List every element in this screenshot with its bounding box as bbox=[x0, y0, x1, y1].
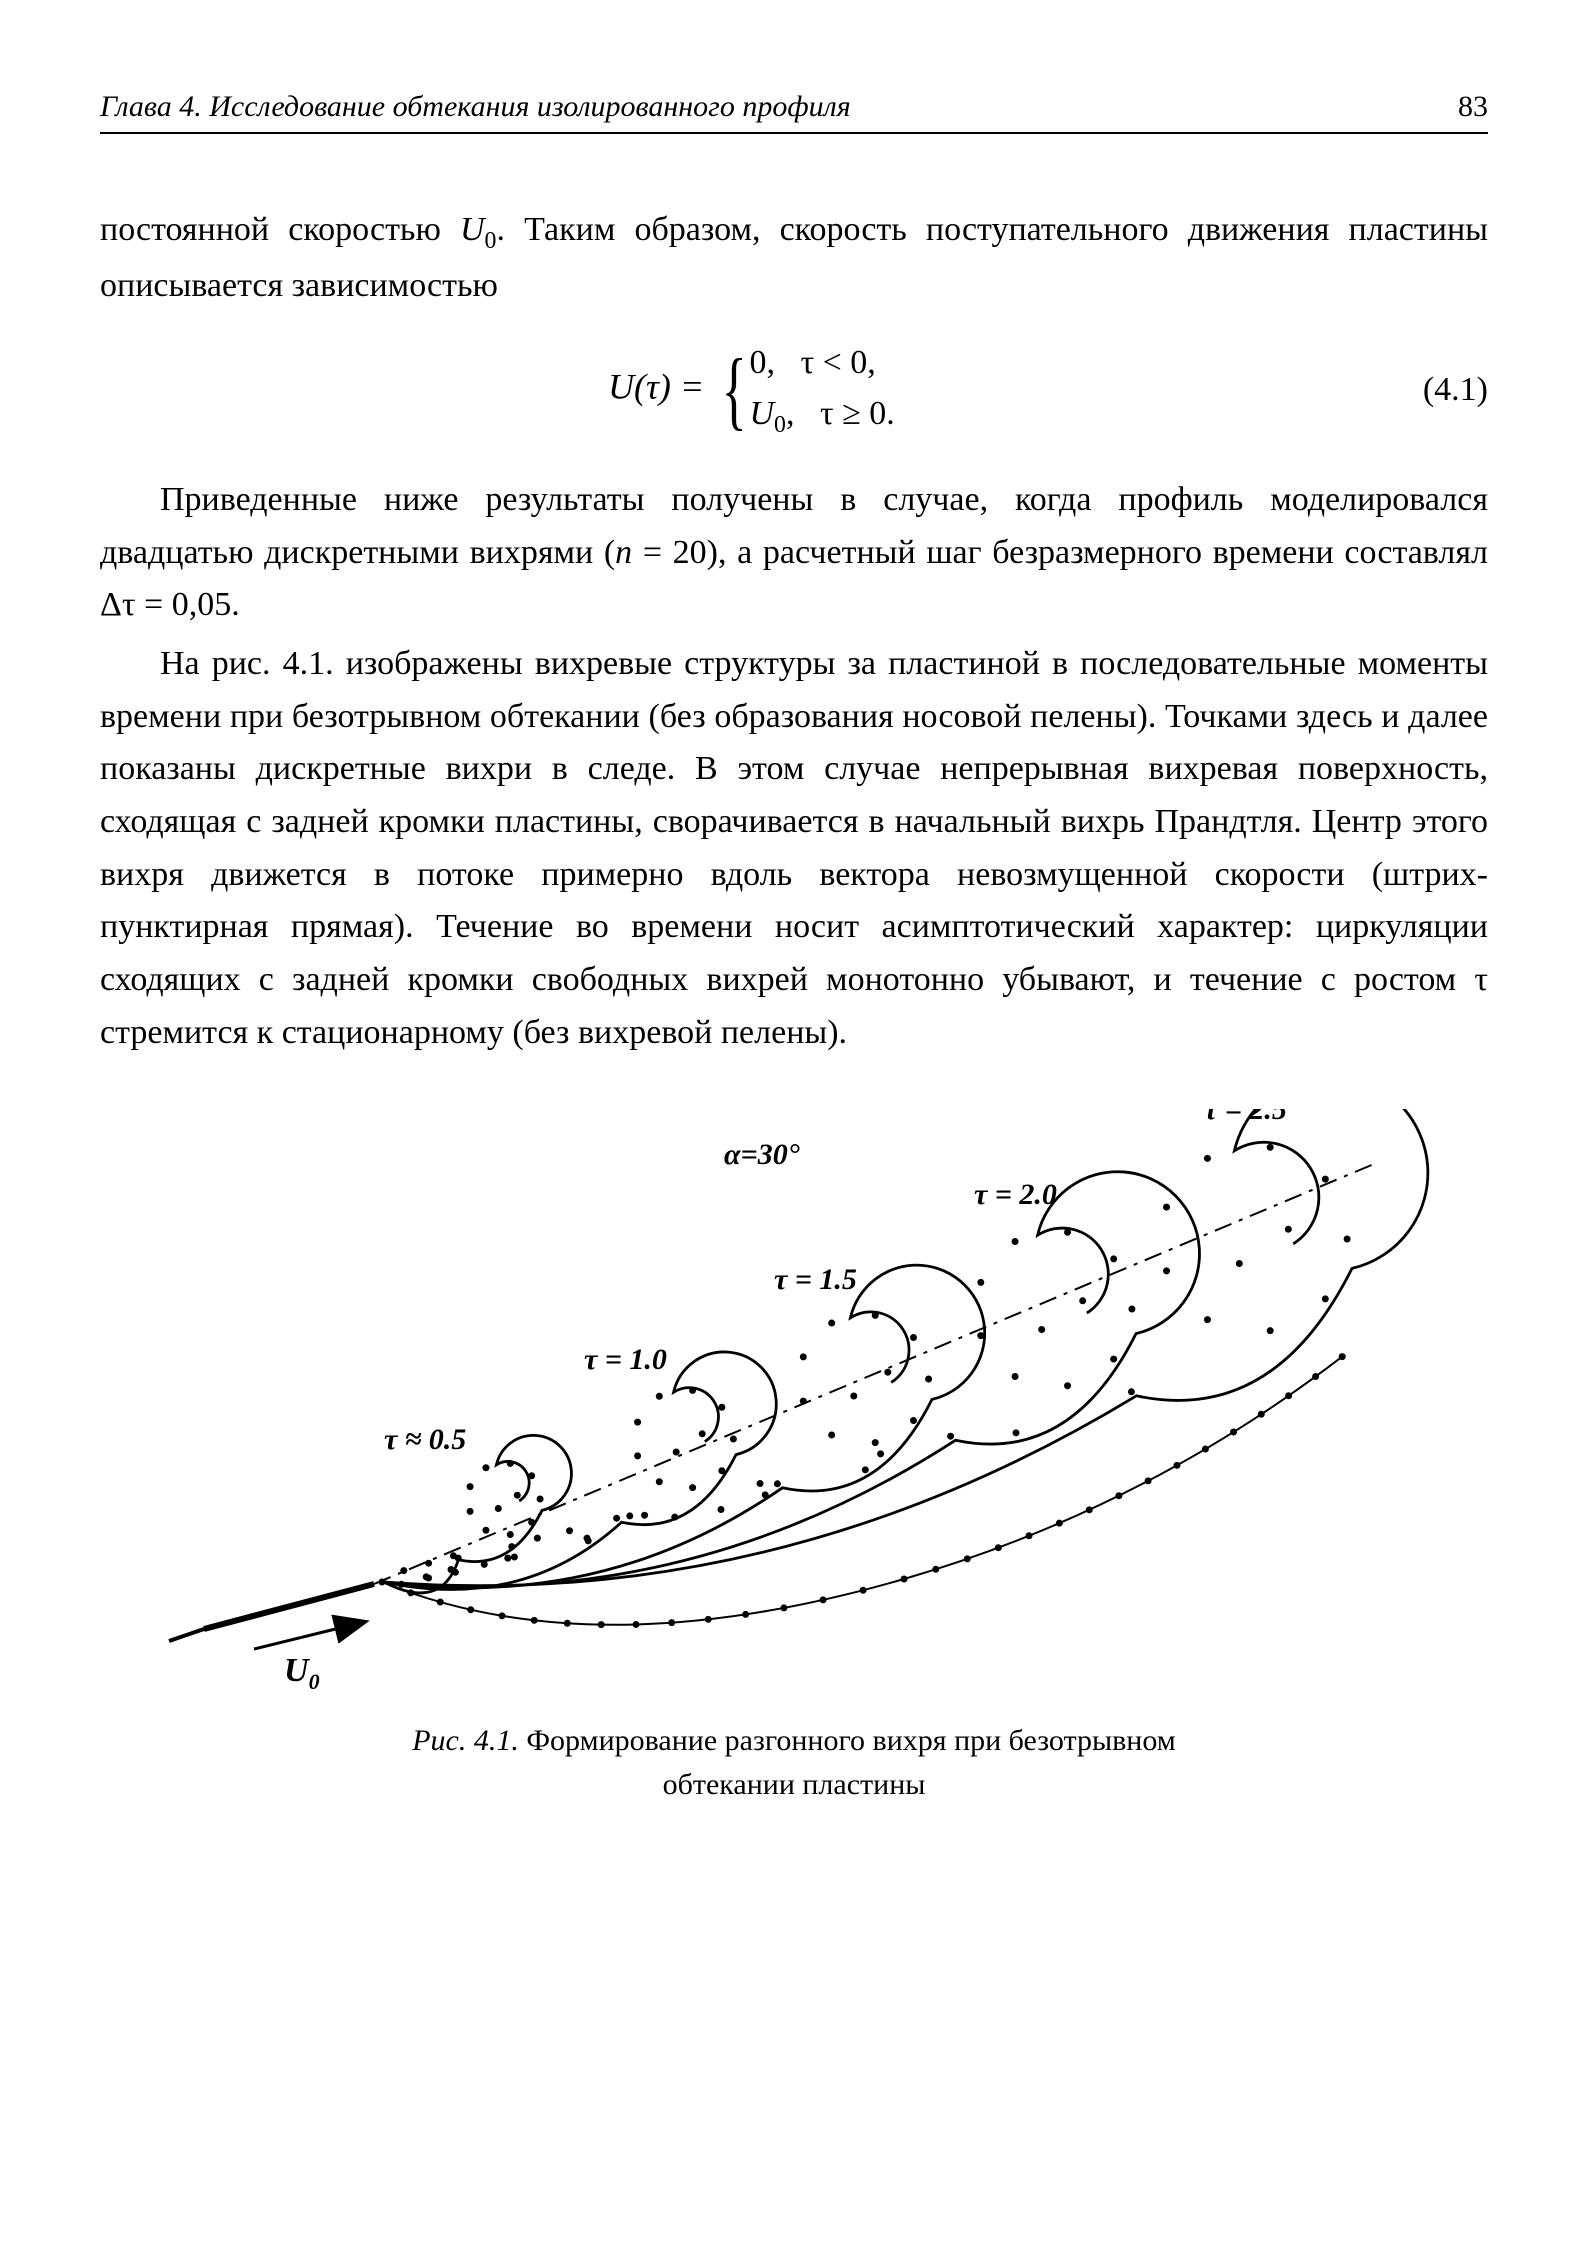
eq-case2-u: U bbox=[749, 395, 774, 432]
eq-brace: { 0, τ < 0, U0, τ ≥ 0. bbox=[713, 337, 895, 443]
u0-sym: U bbox=[460, 211, 485, 248]
svg-text:τ = 1.5: τ = 1.5 bbox=[774, 1263, 857, 1296]
p1-prefix: постоянной скоростью bbox=[100, 211, 460, 248]
svg-text:τ = 2.0: τ = 2.0 bbox=[974, 1178, 1057, 1211]
eq-case1: 0, τ < 0, bbox=[749, 337, 894, 388]
chapter-title: Глава 4. Исследование обтекания изолиров… bbox=[100, 90, 851, 124]
eq-case2-sub: 0 bbox=[774, 412, 786, 438]
eq-case2: U0, τ ≥ 0. bbox=[749, 388, 894, 443]
paragraph-1: постоянной скоростью U0. Таким образом, … bbox=[100, 204, 1488, 312]
page-number: 83 bbox=[1458, 90, 1488, 124]
figure-4-1: τ ≈ 0.5 τ = 1.0 τ = 1.5 τ = 2.0 τ = 2.5 α=30°… bbox=[100, 1109, 1488, 1806]
svg-text:U0: U0 bbox=[284, 1652, 320, 1694]
svg-text:τ ≈ 0.5: τ ≈ 0.5 bbox=[384, 1423, 466, 1456]
eq-lhs: U(τ) = bbox=[608, 367, 704, 407]
eq-cases: 0, τ < 0, U0, τ ≥ 0. bbox=[749, 337, 894, 443]
caption-line2: обтекании пластины bbox=[663, 1768, 926, 1801]
equation-number: (4.1) bbox=[1423, 364, 1488, 417]
page-header: Глава 4. Исследование обтекания изолиров… bbox=[100, 90, 1488, 134]
p2-n: n bbox=[615, 534, 632, 571]
caption-label: Рис. 4.1. bbox=[412, 1724, 526, 1757]
svg-text:τ = 2.5: τ = 2.5 bbox=[1204, 1109, 1287, 1126]
paragraph-3: На рис. 4.1. изображены вихревые структу… bbox=[100, 638, 1488, 1060]
svg-text:α=30°: α=30° bbox=[724, 1138, 800, 1171]
eq-case2-suffix: , τ ≥ 0. bbox=[786, 395, 895, 432]
caption-line1: Формирование разгонного вихря при безотр… bbox=[526, 1724, 1175, 1757]
u0-sub: 0 bbox=[485, 228, 497, 254]
content: постоянной скоростью U0. Таким образом, … bbox=[100, 204, 1488, 1806]
equation-body: U(τ) = { 0, τ < 0, U0, τ ≥ 0. bbox=[100, 337, 1403, 443]
figure-svg: τ ≈ 0.5 τ = 1.0 τ = 1.5 τ = 2.0 τ = 2.5 α=30°… bbox=[144, 1109, 1444, 1699]
equation-4-1: U(τ) = { 0, τ < 0, U0, τ ≥ 0. (4.1) bbox=[100, 337, 1488, 443]
figure-caption: Рис. 4.1. Формирование разгонного вихря … bbox=[100, 1719, 1488, 1806]
svg-text:τ = 1.0: τ = 1.0 bbox=[584, 1343, 667, 1376]
paragraph-2: Приведенные ниже результаты получены в с… bbox=[100, 474, 1488, 632]
brace-symbol: { bbox=[722, 351, 747, 430]
